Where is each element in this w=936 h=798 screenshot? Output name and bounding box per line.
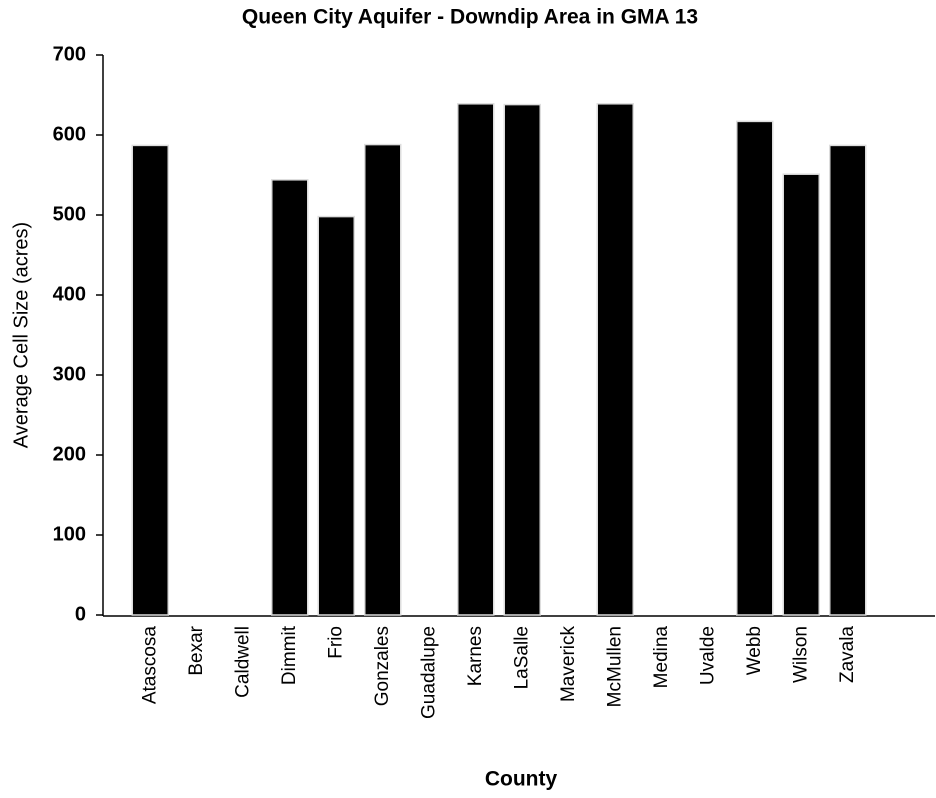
y-tick-label: 0 [75,603,86,625]
bar [457,103,495,616]
y-tick-label: 400 [53,283,86,305]
y-tick-label: 100 [53,523,86,545]
x-tick-label: McMullen [604,626,625,707]
x-tick-label: Maverick [558,626,579,703]
bar [503,103,541,616]
x-tick-label: Uvalde [697,626,718,685]
bar [596,103,634,616]
bar [271,179,309,616]
x-tick-label: Medina [651,626,672,689]
x-tick-label: Zavala [837,626,858,683]
y-tick-label: 500 [53,203,86,225]
bar [782,173,820,616]
bar [829,144,867,616]
x-tick-label: LaSalle [511,626,532,689]
x-tick-label: Gonzales [372,626,393,706]
chart-title: Queen City Aquifer - Downdip Area in GMA… [242,6,698,29]
bar [131,144,169,616]
bar [364,143,402,616]
x-tick-label: Karnes [465,626,486,686]
y-tick-label: 700 [53,43,86,65]
x-tick-label: Wilson [790,626,811,683]
x-axis-label: County [485,768,558,791]
y-tick-label: 600 [53,123,86,145]
y-tick-label: 300 [53,363,86,385]
x-tick-label: Dimmit [279,625,300,685]
y-tick-label: 200 [53,443,86,465]
y-axis-label: Average Cell Size (acres) [10,222,32,448]
x-tick-label: Atascosa [139,626,160,705]
bar [317,215,355,616]
x-tick-label: Webb [744,626,765,675]
x-tick-label: Caldwell [232,626,253,698]
x-tick-label: Bexar [186,625,207,675]
x-tick-label: Guadalupe [418,626,439,719]
bar [736,120,774,616]
x-tick-label: Frio [325,626,346,659]
